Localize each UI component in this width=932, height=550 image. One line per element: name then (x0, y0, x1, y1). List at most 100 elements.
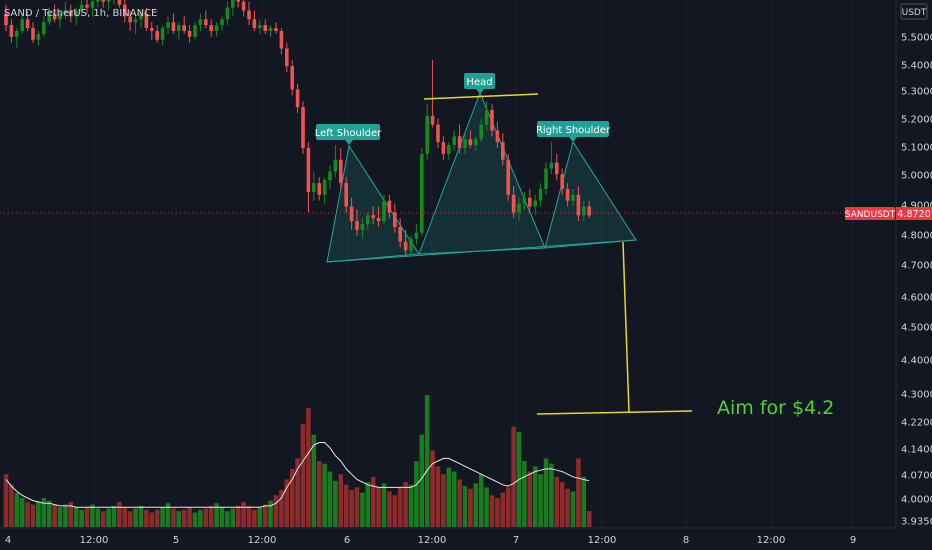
currency-button-label[interactable]: USDT (902, 8, 927, 18)
candle (285, 42, 289, 72)
candle (295, 83, 300, 113)
candle (587, 200, 591, 219)
volume-bar (505, 487, 511, 527)
candle (582, 200, 586, 222)
volume-bar (586, 511, 592, 527)
volume-bar (14, 492, 20, 527)
volume-bar (52, 504, 57, 527)
candle (376, 206, 381, 227)
volume-bar (295, 458, 300, 527)
volume-bar (554, 476, 560, 527)
candle (366, 212, 370, 230)
candle (144, 7, 149, 31)
candle (549, 142, 554, 175)
volume-bar (430, 450, 435, 527)
time-tick-label: 12:00 (418, 535, 447, 546)
price-tick-label: 4.9000 (901, 201, 932, 212)
volume-bar (549, 463, 554, 527)
volume-bar (149, 512, 155, 527)
candle (139, 10, 143, 29)
price-tick-label: 4.8000 (901, 231, 932, 242)
candle (387, 194, 392, 219)
volume-bar (451, 471, 457, 527)
candle (560, 168, 564, 195)
time-axis[interactable]: 4 12:00 5 12:00 6 12:00 7 12:00 8 12:00 9 (0, 527, 932, 550)
volume-bar (235, 505, 241, 527)
candle (322, 177, 327, 204)
volume-bar (349, 490, 354, 527)
candle (506, 153, 510, 201)
target-annotation: Aim for $4.2 (717, 397, 834, 419)
candle (349, 197, 354, 230)
candle (355, 209, 359, 236)
candle (409, 235, 413, 257)
candle (63, 1, 68, 20)
volume-bar (327, 471, 333, 527)
candle (306, 142, 311, 213)
head-top-line (423, 93, 539, 100)
candle (403, 229, 408, 257)
price-tick-label: 4.7000 (901, 261, 932, 272)
volume-bar (111, 505, 117, 527)
volume-bar (19, 497, 25, 527)
volume-bar (225, 511, 230, 527)
candle (96, 0, 100, 8)
volume-bar (3, 474, 9, 527)
candle (263, 19, 267, 34)
volume-bar (100, 511, 106, 527)
volume-bar (370, 476, 376, 527)
currency-button[interactable]: USDT (900, 3, 928, 20)
volume-bar (473, 483, 479, 527)
volume-bar (30, 504, 36, 527)
volume-bar (79, 509, 84, 527)
candle (177, 22, 181, 40)
candle (106, 0, 111, 11)
left-shoulder-text: Left Shoulder (315, 128, 382, 139)
price-tick-label: 4.2200 (901, 418, 932, 429)
price-axis[interactable]: 5.5000 5.4000 5.3000 5.2000 5.1000 5.0000 4.90… (895, 0, 932, 550)
volume-bar (138, 505, 144, 527)
candle (511, 186, 516, 219)
volume-bar (9, 484, 14, 527)
candle (447, 142, 451, 160)
candlestick-series (4, 0, 591, 257)
volume-bar (279, 490, 284, 527)
candle (4, 4, 8, 31)
volume-bar (84, 507, 90, 527)
chart-title: SAND / TetherUS, 1h, BINANCE (4, 8, 157, 19)
volume-bar (311, 434, 317, 527)
candle (339, 148, 343, 189)
candle (517, 197, 521, 222)
candle (209, 19, 213, 37)
candle (576, 186, 581, 222)
volume-bar (284, 479, 290, 527)
volume-bar (468, 488, 473, 527)
candle (160, 25, 165, 46)
volume-bar (273, 495, 279, 527)
right-shoulder-label: Right Shoulder (536, 121, 611, 142)
volume-bar (408, 484, 414, 527)
volume-bar (165, 503, 171, 527)
candle (414, 224, 419, 245)
candle (247, 1, 251, 26)
candle (231, 0, 235, 17)
candle (301, 101, 305, 154)
volume-bar (160, 507, 165, 527)
volume-bar (392, 495, 398, 527)
candle (393, 203, 397, 233)
candle (225, 1, 230, 26)
candle (468, 130, 473, 148)
volume-bar (208, 505, 214, 527)
last-price-text: 4.8720 (897, 209, 930, 220)
candle (123, 0, 127, 23)
volume-bar (262, 504, 268, 527)
volume-bar (338, 474, 344, 527)
candle (52, 4, 57, 23)
volume-bar (322, 463, 327, 527)
volume-bar (522, 461, 527, 527)
candle (36, 31, 41, 46)
price-tick-label: 4.3000 (901, 390, 932, 401)
price-tick-label: 4.6000 (901, 293, 932, 304)
volume-bar (441, 474, 446, 527)
